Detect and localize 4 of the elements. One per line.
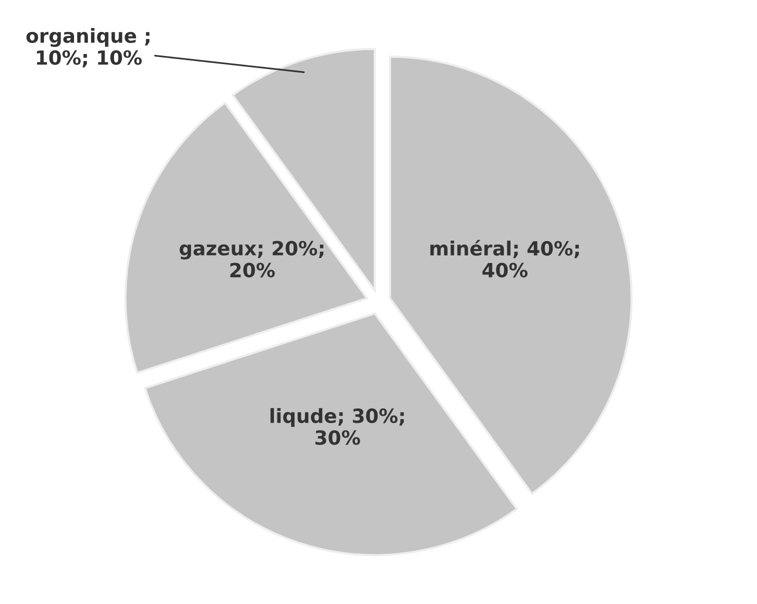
slice-label: liqude; 30%; 30% — [270, 408, 404, 445]
slice-label: organique ; 10%; 10% — [26, 28, 150, 68]
slice-label: gazeux; 20%; 20% — [180, 240, 324, 278]
slice-label: minéral; 40%; 40% — [430, 240, 579, 278]
